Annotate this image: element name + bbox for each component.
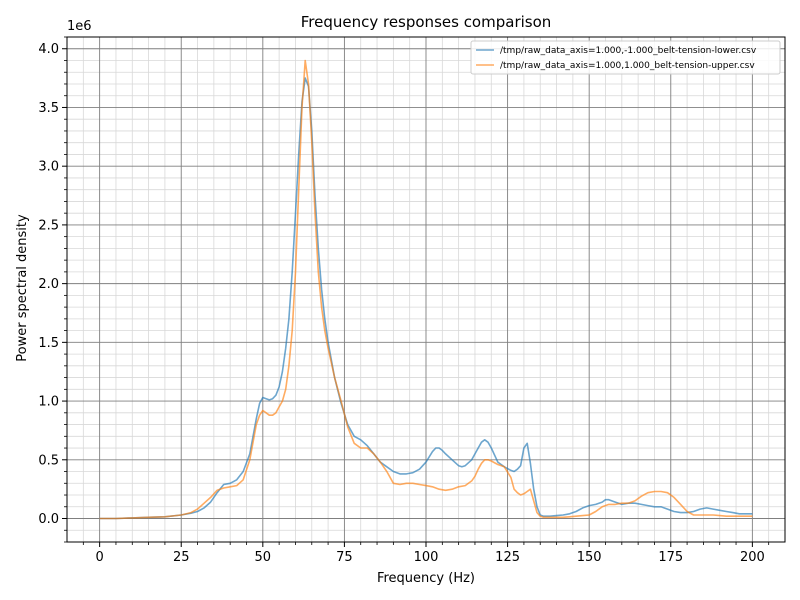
y-tick-label: 0.0 (38, 512, 59, 527)
legend-box (470, 40, 781, 75)
y-tick-label: 3.0 (38, 160, 59, 175)
series-line-2 (99, 59, 753, 520)
legend: /tmp/raw_data_axis=1.000,-1.000_belt-ten… (470, 40, 781, 75)
y-tick-label: 4.0 (38, 42, 59, 57)
y-tick-label: 1.5 (38, 336, 59, 351)
y-offset-label: 1e6 (67, 19, 92, 34)
x-tick-label: 175 (658, 550, 683, 565)
y-axis-label: Power spectral density (15, 214, 30, 362)
x-axis-ticks: 0 25 50 75 100 125 150 175 200 (82, 542, 770, 565)
x-tick-label: 200 (740, 550, 765, 565)
series-layer (99, 59, 753, 520)
major-grid (67, 37, 785, 542)
y-tick-label: 3.5 (38, 101, 59, 116)
x-tick-label: 0 (95, 550, 103, 565)
legend-label-1: /tmp/raw_data_axis=1.000,-1.000_belt-ten… (500, 46, 757, 56)
y-tick-label: 1.0 (38, 395, 59, 410)
x-tick-label: 50 (255, 550, 272, 565)
x-axis-label: Frequency (Hz) (377, 571, 475, 586)
y-axis-ticks: 0.0 0.5 1.0 1.5 2.0 2.5 3.0 3.5 4.0 (38, 36, 67, 543)
y-tick-label: 2.0 (38, 277, 59, 292)
x-tick-label: 100 (414, 550, 439, 565)
x-tick-label: 75 (336, 550, 353, 565)
x-tick-label: 125 (495, 550, 520, 565)
y-tick-label: 0.5 (38, 453, 59, 468)
legend-label-2: /tmp/raw_data_axis=1.000,1.000_belt-tens… (500, 61, 755, 71)
x-tick-label: 25 (173, 550, 190, 565)
y-tick-label: 2.5 (38, 218, 59, 233)
x-tick-label: 150 (577, 550, 602, 565)
chart-title: Frequency responses comparison (301, 13, 552, 31)
